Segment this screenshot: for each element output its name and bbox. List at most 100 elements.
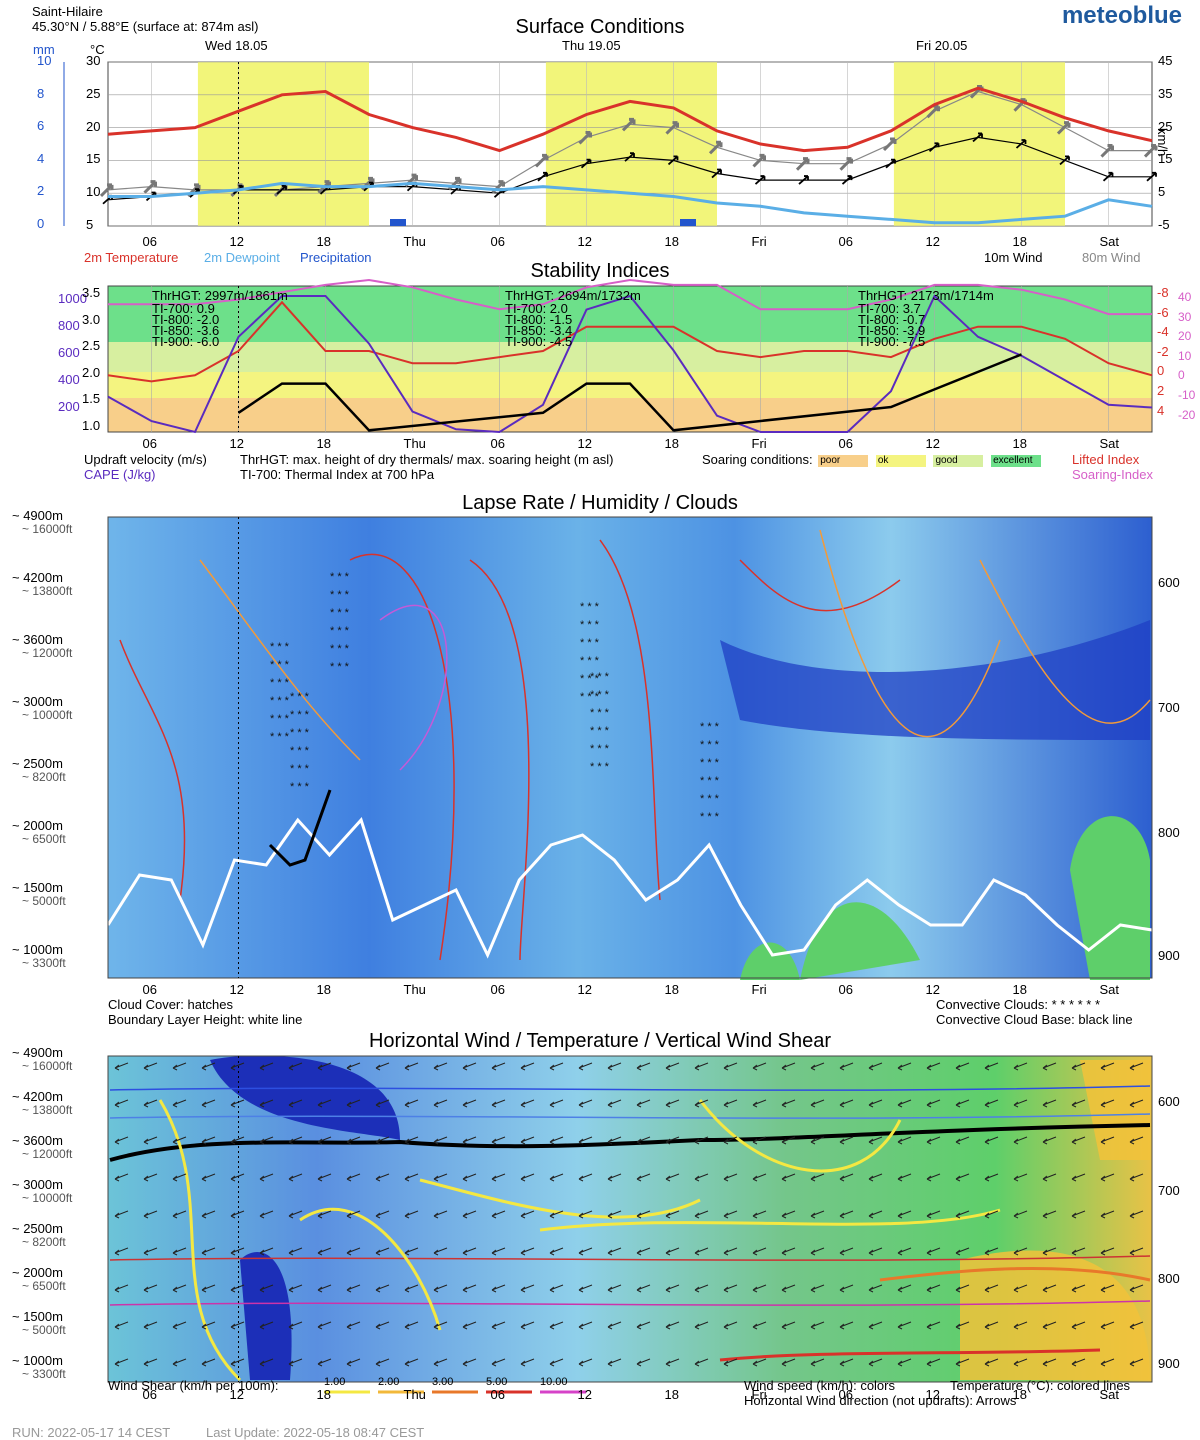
wind-direction-arrow [665,1099,680,1108]
wind-direction-arrow [462,1210,477,1219]
convective-cloud-marker: * * * [590,671,610,683]
wind-direction-arrow [1129,1210,1144,1219]
lapse-xtick: 18 [1012,982,1027,997]
mm-tick-label: 0 [37,216,45,231]
wind-direction-arrow [578,1210,593,1219]
wind-direction-arrow [462,1247,477,1256]
lapse-green-patch [800,902,920,980]
wind-direction-arrow [404,1284,419,1293]
wind-direction-arrow [114,1173,129,1182]
wind-direction-arrow [520,1062,535,1071]
stab-block-2-ti900: TI-900: -4.5 [505,334,573,349]
wind-height-m: ~ 4200m [12,1089,63,1104]
lapse-height-m: ~ 2000m [12,818,63,833]
wind-direction-arrow [288,1062,303,1071]
wind-direction-arrow [230,1321,245,1330]
wind10-arrow [537,171,548,182]
wind-direction-arrow [143,1247,158,1256]
wind-direction-arrow [1042,1321,1057,1330]
lapse-contour [199,559,361,761]
wind-xtick: 18 [1012,1387,1027,1402]
stab-good-band [108,342,1152,372]
wind-direction-arrow [230,1136,245,1145]
shear-legend-value: 2.00 [378,1376,400,1388]
li-tick-label: 0 [1157,363,1165,379]
wind-direction-arrow [404,1099,419,1108]
wind-direction-arrow [955,1247,970,1256]
wind-direction-arrow [868,1173,883,1182]
wind-height-ft: ~ 5000ft [22,1323,66,1337]
wind-direction-arrow [984,1247,999,1256]
wind-direction-arrow [781,1062,796,1071]
wind-xtick: 06 [142,1387,157,1402]
wind-dir-label: Horizontal Wind direction (not updrafts)… [744,1393,1017,1408]
wind-direction-arrow [1071,1062,1086,1071]
wind-shear-contour [879,1266,1151,1282]
kmh-tick-label: 15 [1158,151,1173,167]
convective-cloud-marker: * * * [290,781,310,793]
wind-shear-contour [539,1208,1001,1232]
wind-direction-arrow [520,1173,535,1182]
convective-cloud-marker: * * * [580,619,600,631]
wind-direction-arrow [694,1358,709,1367]
brand-logo[interactable]: meteoblue [1061,2,1182,29]
wind-direction-arrow [955,1358,970,1367]
wind-direction-arrow [1042,1284,1057,1293]
wind-direction-arrow [984,1210,999,1219]
wind-direction-arrow [433,1173,448,1182]
wind-direction-arrow [317,1210,332,1219]
lapse-height-ft: ~ 13800ft [22,584,73,598]
wind-direction-arrow [317,1247,332,1256]
updraft-tick-label: 3.0 [82,311,101,327]
wind-direction-arrow [230,1247,245,1256]
wind-direction-arrow [404,1210,419,1219]
wind-direction-arrow [984,1099,999,1108]
stab-xtick: Thu [403,436,426,451]
temperature-isoline [109,1085,1151,1091]
wind-direction-arrow [1100,1321,1115,1330]
wind-direction-arrow [723,1062,738,1071]
wind-shear-contour [299,1207,442,1331]
wind-direction-arrow [926,1247,941,1256]
wind-xtick: 18 [664,1387,679,1402]
wind-direction-arrow [752,1099,767,1108]
wind-height-ft: ~ 12000ft [22,1147,73,1161]
wind-direction-arrow [433,1062,448,1071]
wind-direction-arrow [955,1210,970,1219]
wind-direction-arrow [694,1247,709,1256]
wind-yellow-zone [960,1250,1150,1380]
wind-direction-arrow [462,1062,477,1071]
stab-xtick: Fri [751,436,767,451]
wind-direction-arrow [607,1099,622,1108]
convective-cloud-marker: * * * [330,661,350,673]
wind-direction-arrow [1013,1062,1028,1071]
wind-direction-arrow [665,1247,680,1256]
wind-direction-arrow [520,1247,535,1256]
lapse-contour [819,529,1001,738]
stab-xtick: 18 [664,436,679,451]
wind-xtick: 12 [229,1387,244,1402]
lapse-frame [107,516,1153,979]
wind-direction-arrow [752,1062,767,1071]
wind-direction-arrow [491,1210,506,1219]
wind-direction-arrow [201,1136,216,1145]
wind-direction-arrow [201,1210,216,1219]
wind-direction-arrow [520,1321,535,1330]
wind-direction-arrow [114,1358,129,1367]
wind-pressure-label: 800 [1158,1271,1180,1286]
wind-direction-arrow [723,1210,738,1219]
wind-direction-arrow [114,1321,129,1330]
precip-bar [390,219,406,226]
legend-soaring-index: Soaring-Index [1072,467,1153,482]
wind-direction-arrow [839,1247,854,1256]
cape-tick-label: 600 [58,345,80,360]
wind-direction-arrow [1013,1099,1028,1108]
wind80-arrow [534,153,549,168]
wind-direction-arrow [926,1099,941,1108]
stab-poor-band [108,398,1152,432]
wind-direction-arrow [578,1136,593,1145]
kmh-tick-label: 45 [1158,53,1173,68]
convective-cloud-marker: * * * [580,637,600,649]
stab-xtick: 06 [142,436,157,451]
wind80-arrow [99,183,114,197]
